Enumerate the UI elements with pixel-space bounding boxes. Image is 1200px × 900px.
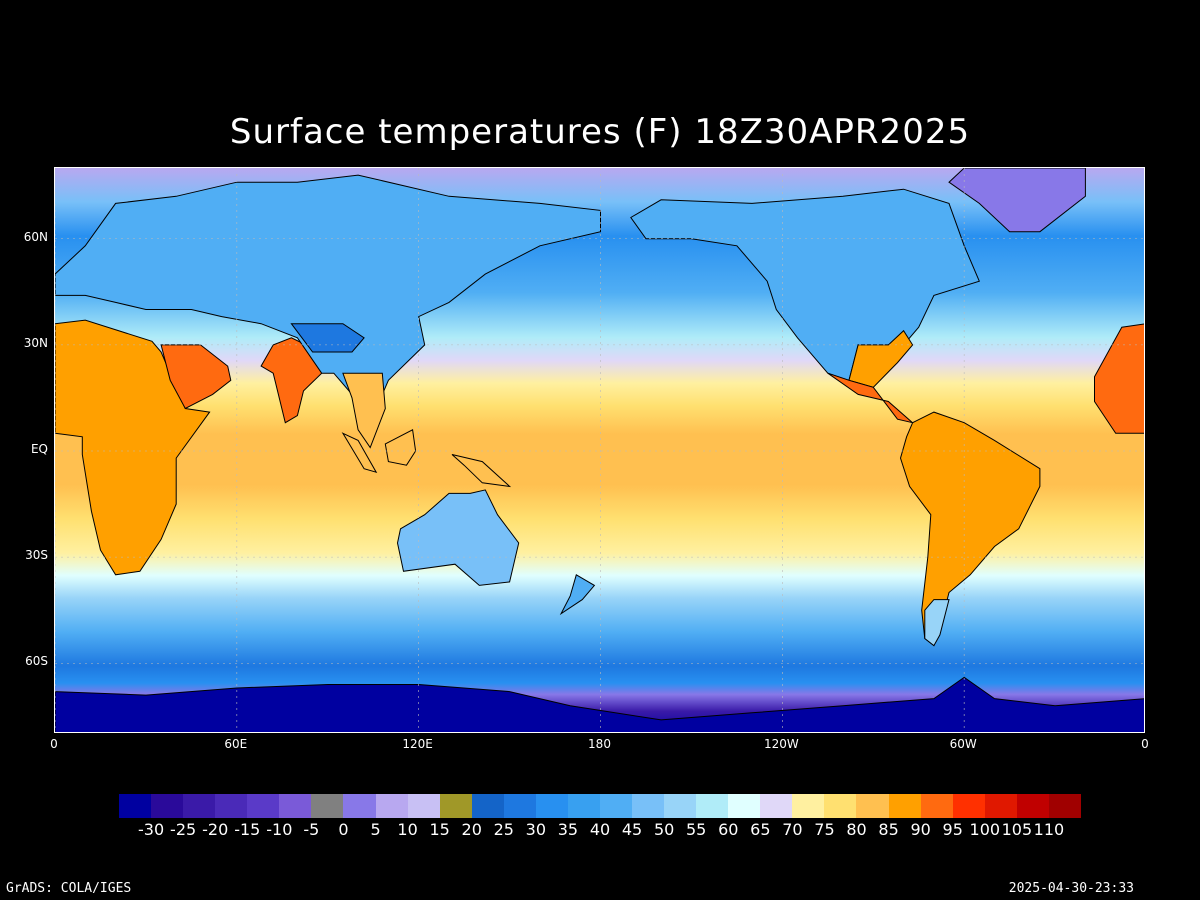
patagonia-landmass xyxy=(924,599,950,647)
color-legend-label: 90 xyxy=(910,820,931,839)
color-legend-swatch xyxy=(664,794,697,818)
color-legend-label: 45 xyxy=(621,820,643,839)
color-legend-label: -10 xyxy=(266,820,293,839)
color-legend-swatch xyxy=(696,794,729,818)
color-legend-label: 65 xyxy=(750,820,771,839)
color-legend-swatch xyxy=(375,794,408,818)
eurasia-landmass xyxy=(55,174,601,417)
color-legend-label: 20 xyxy=(461,820,482,839)
color-legend-swatch xyxy=(183,794,216,818)
color-legend-label: 70 xyxy=(782,820,803,839)
color-legend-swatch xyxy=(535,794,568,818)
color-legend-label: -25 xyxy=(170,820,197,839)
color-legend-swatch xyxy=(247,794,280,818)
color-legend-swatch xyxy=(343,794,376,818)
color-legend-swatch xyxy=(1016,794,1049,818)
color-legend-label: 30 xyxy=(525,820,547,839)
temperature-map-canvas xyxy=(55,168,1144,732)
sumatra-landmass xyxy=(341,432,378,474)
map-title: Surface temperatures (F) 18Z30APR2025 xyxy=(229,112,971,152)
color-legend-label: 0 xyxy=(338,820,349,839)
color-legend-swatch xyxy=(119,794,152,818)
longitude-label: 60E xyxy=(224,737,248,751)
color-legend-label: 95 xyxy=(942,820,963,839)
footer-credit: GrADS: COLA/IGES xyxy=(6,881,132,896)
arabia-landmass xyxy=(160,344,232,410)
color-legend-label: -30 xyxy=(137,820,165,839)
color-legend-swatch xyxy=(151,794,184,818)
color-legend-swatch xyxy=(888,794,921,818)
color-legend-label: -5 xyxy=(303,820,320,839)
color-legend-label: 55 xyxy=(686,820,707,839)
central-america-landmass xyxy=(827,372,913,424)
color-legend-label: -20 xyxy=(202,820,229,839)
color-legend-label: 75 xyxy=(814,820,835,839)
color-legend-swatch xyxy=(760,794,793,818)
color-legend-swatch xyxy=(599,794,632,818)
color-legend-label: 100 xyxy=(969,820,1001,839)
color-legend-bar xyxy=(119,794,1081,818)
color-legend-swatch xyxy=(792,794,825,818)
color-legend-swatch xyxy=(503,794,536,818)
color-legend-label: -15 xyxy=(234,820,261,839)
color-legend-label: 80 xyxy=(846,820,867,839)
color-legend-swatch xyxy=(279,794,312,818)
tibet-landmass xyxy=(290,323,365,353)
color-legend-label: 10 xyxy=(397,820,418,839)
new-guinea-landmass xyxy=(451,454,512,488)
color-legend-swatch xyxy=(728,794,761,818)
latitude-label: 30S xyxy=(25,548,48,563)
west-africa-landmass xyxy=(1094,323,1144,434)
color-legend-label: 110 xyxy=(1033,820,1065,839)
latitude-label: 60S xyxy=(25,654,48,669)
longitude-label: 0 xyxy=(50,737,58,751)
color-legend-label: 40 xyxy=(589,820,611,839)
color-legend-swatch xyxy=(824,794,857,818)
latitude-label: EQ xyxy=(30,442,48,456)
color-legend-swatch xyxy=(920,794,953,818)
greenland-landmass xyxy=(948,168,1086,233)
southeast-asia-landmass xyxy=(342,372,386,449)
color-legend-label: 35 xyxy=(557,820,579,839)
india-landmass xyxy=(260,337,329,424)
color-legend-label: 15 xyxy=(429,820,450,839)
color-legend-swatch xyxy=(984,794,1017,818)
longitude-label: 0 xyxy=(1141,737,1149,751)
color-legend-swatch xyxy=(215,794,248,818)
footer-timestamp: 2025-04-30-23:33 xyxy=(1008,881,1134,896)
temperature-map xyxy=(54,167,1145,733)
africa-landmass xyxy=(55,319,211,576)
antarctica-landmass xyxy=(55,676,1144,732)
color-legend-swatch xyxy=(952,794,985,818)
color-legend-label: 85 xyxy=(878,820,899,839)
latitude-label: 30N xyxy=(23,335,48,350)
longitude-label: 180 xyxy=(588,737,611,751)
color-legend-swatch xyxy=(856,794,889,818)
australia-landmass xyxy=(396,489,520,586)
borneo-landmass xyxy=(384,429,417,466)
color-legend-label: 25 xyxy=(493,820,514,839)
color-legend-label: 105 xyxy=(1001,820,1033,839)
latitude-label: 60N xyxy=(23,229,48,244)
color-legend-swatch xyxy=(632,794,665,818)
color-legend-label: 60 xyxy=(718,820,739,839)
new-zealand-landmass xyxy=(559,574,596,616)
longitude-label: 60W xyxy=(949,737,977,751)
color-legend-swatch xyxy=(311,794,344,818)
color-legend-swatch xyxy=(1048,794,1081,818)
color-legend-label: 5 xyxy=(370,820,381,839)
longitude-label: 120E xyxy=(402,737,433,751)
color-legend-swatch xyxy=(439,794,472,818)
longitude-label: 120W xyxy=(763,737,799,751)
gridlines xyxy=(55,168,1144,732)
land-masses xyxy=(55,168,1144,732)
color-legend-label: 50 xyxy=(653,820,675,839)
color-legend-swatch xyxy=(567,794,600,818)
color-legend-swatch xyxy=(407,794,440,818)
color-legend-swatch xyxy=(471,794,504,818)
